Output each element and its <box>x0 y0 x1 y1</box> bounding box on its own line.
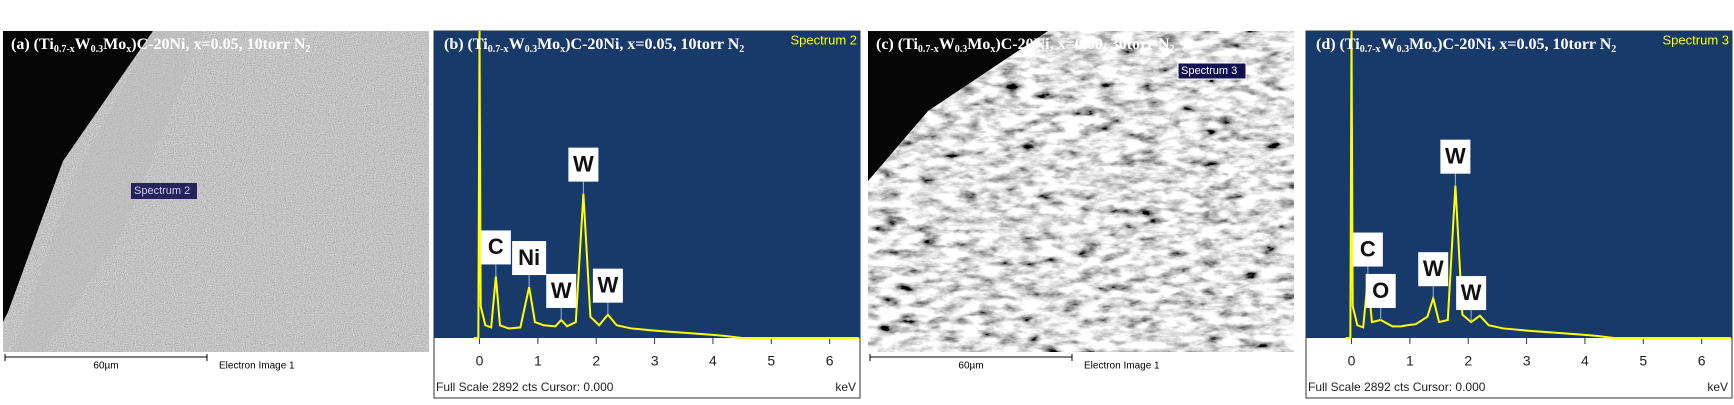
annotation-label: W <box>1423 256 1444 281</box>
panel-title: (b) (Ti0.7-xW0.3Mox)C-20Ni, x=0.05, 10to… <box>444 36 744 56</box>
title-subscript: 0.3 <box>525 44 538 55</box>
title-text: W <box>75 36 91 53</box>
title-text: Mo <box>537 36 560 53</box>
title-subscript: x <box>560 44 565 55</box>
title-text: Mo <box>967 36 990 53</box>
image-caption: Electron Image 1 <box>1084 361 1160 372</box>
x-tick-label: 2 <box>592 353 600 369</box>
panel-title: (c) (Ti0.7-xW0.3Mox)C-20Ni, x=0.00, 30to… <box>876 36 1175 56</box>
title-subscript: 0.3 <box>91 44 104 55</box>
x-tick-label: 1 <box>534 353 542 369</box>
x-tick-label: 3 <box>651 353 659 369</box>
title-subscript: 0.7-x <box>918 44 939 55</box>
annotation-label: W <box>1461 280 1482 305</box>
title-text: W <box>509 36 525 53</box>
title-subscript: x <box>1432 44 1437 55</box>
x-tick-label: 6 <box>1698 353 1706 369</box>
title-subscript: 0.3 <box>1397 44 1410 55</box>
scale-bar-label: 60µm <box>958 361 983 372</box>
title-subscript: 0.3 <box>955 44 968 55</box>
title-text: )C-20Ni, x=0.05, 10torr N <box>1437 36 1612 53</box>
x-tick-label: 1 <box>1406 353 1414 369</box>
spectrum-label: Spectrum 2 <box>134 185 190 197</box>
spectrum-marker <box>131 183 197 199</box>
annotation-label: O <box>1372 278 1389 303</box>
annotation-box <box>1440 139 1471 174</box>
x-tick-label: 0 <box>1348 353 1356 369</box>
spectrum-marker <box>1177 62 1247 80</box>
title-text: (a) (Ti <box>11 36 54 53</box>
plot-area <box>434 31 860 338</box>
spectrum <box>473 30 859 339</box>
x-tick-label: 0 <box>476 353 484 369</box>
x-tick-label: 5 <box>767 353 775 369</box>
annotation-label: W <box>598 272 619 297</box>
annotation-box <box>1365 273 1396 308</box>
spectrum <box>1345 30 1731 339</box>
annotation-box <box>1418 252 1449 287</box>
annotation-box <box>592 268 623 303</box>
x-tick-label: 2 <box>1464 353 1472 369</box>
title-text: (c) (Ti <box>876 36 918 53</box>
x-tick-label: 6 <box>826 353 834 369</box>
annotation-box <box>512 241 547 276</box>
title-text: Mo <box>1409 36 1432 53</box>
dark-region <box>868 31 1048 181</box>
title-text: Mo <box>103 36 126 53</box>
x-tick-label: 5 <box>1639 353 1647 369</box>
title-text: )C-20Ni, x=0.05, 10torr N <box>565 36 740 53</box>
title-subscript: 2 <box>1170 44 1175 55</box>
annotation-box <box>568 147 599 182</box>
spectrum-name: Spectrum 2 <box>791 32 857 47</box>
annotation-box <box>1456 276 1487 311</box>
x-tick-label: 4 <box>1581 353 1589 369</box>
annotation-label: W <box>551 278 572 303</box>
title-subscript: 2 <box>1611 44 1616 55</box>
annotation-label: W <box>1445 143 1466 168</box>
image-caption: Electron Image 1 <box>219 361 295 372</box>
x-tick-label: 4 <box>709 353 717 369</box>
annotation-box <box>546 273 577 308</box>
footer: Full Scale 2892 cts Cursor: 0.000 <box>1308 380 1486 394</box>
annotation-label: W <box>573 151 594 176</box>
title-text: (d) (Ti <box>1316 36 1360 53</box>
title-subscript: 0.7-x <box>488 44 509 55</box>
annotation-label: C <box>1360 236 1376 261</box>
title-text: W <box>1381 36 1397 53</box>
bright-edge <box>13 31 203 352</box>
annotation-label: Ni <box>518 245 540 270</box>
annotation-label: C <box>488 234 504 259</box>
x-axis-label: keV <box>1707 380 1728 394</box>
title-subscript: 0.7-x <box>1360 44 1381 55</box>
scale-bar-label: 60µm <box>93 361 118 372</box>
x-axis-label: keV <box>835 380 856 394</box>
title-text: (b) (Ti <box>444 36 488 53</box>
annotation-box <box>1352 232 1383 267</box>
title-subscript: x <box>990 44 995 55</box>
title-text: )C-20Ni, x=0.05, 10torr N <box>131 36 306 53</box>
title-text: W <box>939 36 955 53</box>
title-subscript: x <box>126 44 131 55</box>
title-subscript: 2 <box>739 44 744 55</box>
panel-title: (d) (Ti0.7-xW0.3Mox)C-20Ni, x=0.05, 10to… <box>1316 36 1616 56</box>
x-tick-label: 3 <box>1523 353 1531 369</box>
title-text: )C-20Ni, x=0.00, 30torr N <box>995 36 1170 53</box>
spectrum-name: Spectrum 3 <box>1663 32 1729 47</box>
title-subscript: 0.7-x <box>54 44 75 55</box>
annotation-box <box>480 230 511 265</box>
dark-region <box>3 31 153 322</box>
spectrum-label: Spectrum 3 <box>1181 65 1237 77</box>
panel-title: (a) (Ti0.7-xW0.3Mox)C-20Ni, x=0.05, 10to… <box>11 36 310 56</box>
title-subscript: 2 <box>305 44 310 55</box>
footer: Full Scale 2892 cts Cursor: 0.000 <box>436 380 614 394</box>
